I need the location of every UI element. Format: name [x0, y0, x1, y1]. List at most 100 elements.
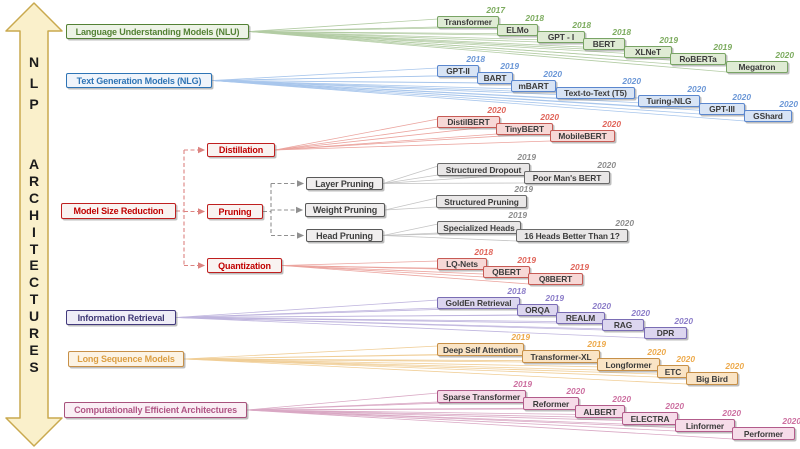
- model-q8bert: Q8BERT: [528, 273, 583, 285]
- connector-line: [246, 409, 677, 432]
- model-linformer: Linformer: [675, 419, 735, 432]
- connector-line: [175, 317, 604, 323]
- model-orqa: ORQA: [517, 304, 558, 316]
- connector-line: [211, 74, 479, 81]
- connector-line: [211, 80, 701, 115]
- model-deep-self-attention: Deep Self Attention: [437, 343, 524, 356]
- connector-line: [246, 392, 439, 411]
- model-gpt-ii: GPT-II: [437, 65, 479, 77]
- connector-line: [211, 80, 746, 114]
- model-structured-dropout: Structured Dropout: [437, 163, 530, 176]
- connector-line: [211, 80, 513, 84]
- model-megatron: Megatron: [726, 61, 788, 73]
- arrow-letter: I: [32, 223, 36, 240]
- category-model-size-reduction: Model Size Reduction: [61, 203, 176, 219]
- connector-line: [175, 317, 646, 339]
- model-poor-man-s-bert: Poor Man's BERT: [524, 171, 610, 184]
- model-bert: BERT: [583, 38, 625, 50]
- connector-line: [274, 125, 498, 151]
- category-language-understanding-models-nlu: Language Understanding Models (NLU): [66, 24, 249, 39]
- model-dpr: DPR: [644, 327, 687, 339]
- model-bart: BART: [477, 72, 513, 84]
- model-text-to-text-t5: Text-to-Text (T5): [556, 87, 635, 99]
- model-gpt-i: GPT - I: [537, 31, 585, 43]
- model-specialized-heads: Specialized Heads: [437, 221, 521, 234]
- model-elmo: ELMo: [497, 24, 538, 36]
- connector-line: [382, 182, 526, 184]
- connector-line: [246, 409, 734, 431]
- arrow-letter: E: [29, 341, 39, 358]
- connector-line: [175, 314, 558, 318]
- model-realm: REALM: [556, 312, 605, 324]
- connector-line: [248, 31, 539, 35]
- model-mobilebert: MobileBERT: [550, 130, 615, 142]
- connector-line: [274, 132, 552, 151]
- connector-line: [274, 118, 439, 151]
- connector-line: [281, 260, 439, 266]
- model-transformer: Transformer: [437, 16, 499, 28]
- arrow-letter: T: [29, 240, 39, 257]
- connector-line: [211, 80, 701, 107]
- model-roberta: RoBERTa: [670, 53, 726, 65]
- connector-line: [248, 31, 626, 50]
- arrow-letter: R: [28, 172, 40, 189]
- connector-line: [384, 197, 438, 211]
- connector-line: [248, 31, 728, 73]
- connector-line: [183, 358, 659, 369]
- arrow-letter: P: [29, 96, 39, 112]
- model-performer: Performer: [732, 427, 795, 440]
- model-sparse-transformer: Sparse Transformer: [437, 390, 526, 403]
- connector-line: [382, 174, 439, 184]
- model-lq-nets: LQ-Nets: [437, 258, 487, 270]
- connector-line: [382, 223, 439, 236]
- connector-line: [248, 31, 672, 65]
- model-longformer: Longformer: [597, 358, 660, 371]
- arrow-letter: S: [29, 358, 39, 375]
- connector-line: [246, 409, 677, 423]
- arrow-letter: C: [28, 274, 40, 291]
- model-rag: RAG: [602, 319, 644, 331]
- model-qbert: QBERT: [483, 266, 530, 278]
- model-distilbert: DistilBERT: [437, 116, 500, 128]
- arrow-letter: R: [28, 325, 40, 341]
- category-quantization: Quantization: [207, 258, 282, 273]
- category-pruning: Pruning: [207, 204, 263, 219]
- model-tinybert: TinyBERT: [496, 123, 553, 135]
- arrow-letter: L: [29, 75, 39, 91]
- arrow-letter: E: [29, 257, 39, 274]
- category-text-generation-models-nlg: Text Generation Models (NLG): [66, 73, 212, 88]
- category-head-pruning: Head Pruning: [306, 229, 383, 242]
- model-big-bird: Big Bird: [686, 372, 738, 385]
- model-reformer: Reformer: [523, 397, 579, 410]
- model-turing-nlg: Turing-NLG: [638, 95, 700, 107]
- model-gpt-iii: GPT-III: [699, 103, 745, 115]
- arrow-letter: N: [28, 54, 40, 70]
- connector-line: [183, 358, 659, 378]
- arrow-letter: H: [28, 206, 40, 223]
- model-golden-retrieval: GoldEn Retrieval: [437, 297, 520, 309]
- model-mbart: mBART: [511, 80, 556, 92]
- connector-line: [274, 126, 439, 151]
- connector-line: [175, 299, 439, 318]
- connector-line: [183, 358, 688, 385]
- connector-line: [183, 345, 439, 360]
- connector-line: [248, 31, 585, 42]
- model-structured-pruning: Structured Pruning: [436, 195, 527, 208]
- model-electra: ELECTRA: [622, 412, 678, 425]
- connector-line: [281, 265, 530, 285]
- connector-line: [246, 407, 577, 411]
- nlp-architectures-arrow: [5, 2, 63, 447]
- category-layer-pruning: Layer Pruning: [306, 177, 383, 190]
- model-16-heads-better-than-1: 16 Heads Better Than 1?: [516, 229, 628, 242]
- model-xlnet: XLNeT: [624, 46, 672, 58]
- category-weight-pruning: Weight Pruning: [305, 203, 385, 217]
- arrow-letter: A: [28, 156, 40, 172]
- connector-line: [382, 235, 518, 242]
- connector-line: [246, 409, 624, 416]
- arrow-letter: T: [29, 291, 39, 308]
- connector-line: [175, 317, 646, 331]
- connector-line: [183, 358, 688, 376]
- connector-line: [248, 31, 728, 65]
